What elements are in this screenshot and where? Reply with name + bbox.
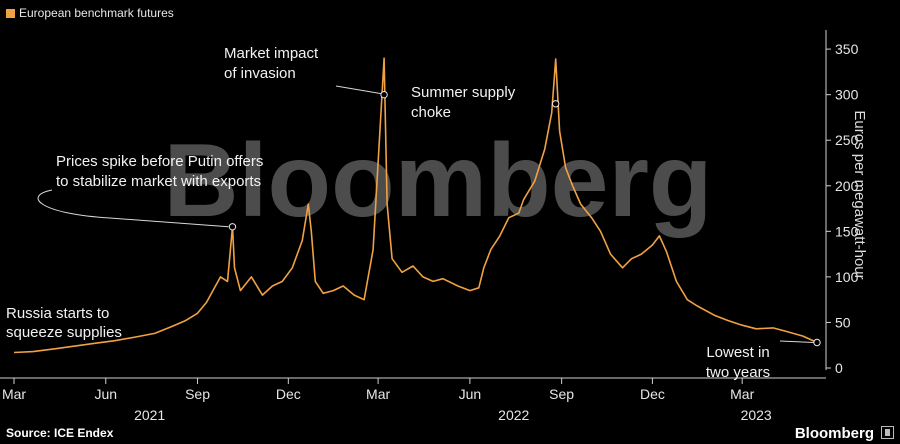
- annotation-lowest-text: Lowest in: [706, 344, 769, 361]
- annotation-invasion-text: of invasion: [224, 65, 296, 82]
- x-tick-label: Sep: [549, 386, 574, 402]
- annotation-summer-text: choke: [411, 104, 451, 121]
- y-tick-label: 250: [835, 132, 859, 148]
- x-tick-label: Dec: [276, 386, 301, 402]
- annotation-lowest-marker: [813, 338, 821, 347]
- annotation-invasion-text: Market impact: [224, 45, 319, 62]
- x-year-label: 2021: [134, 407, 165, 423]
- price-series-line: [13, 57, 818, 354]
- y-tick-label: 50: [835, 314, 851, 330]
- legend-label: European benchmark futures: [19, 6, 174, 20]
- legend: European benchmark futures: [6, 6, 174, 20]
- brand-logo: Bloomberg: [794, 425, 874, 442]
- y-tick-label: 150: [835, 223, 859, 239]
- annotation-putin-leader: [37, 189, 229, 228]
- annotation-summer-text: Summer supply: [411, 84, 516, 101]
- x-tick-label: Mar: [366, 386, 390, 402]
- y-tick-label: 0: [835, 360, 843, 376]
- terminal-icon: [881, 426, 894, 439]
- y-tick-label: 200: [835, 178, 859, 194]
- annotation-putin-marker: [228, 223, 237, 231]
- watermark-text: Bloomberg: [164, 123, 713, 239]
- x-tick-label: Jun: [459, 386, 482, 402]
- source-note: Source: ICE Endex: [6, 426, 114, 440]
- x-year-label: 2022: [498, 407, 529, 423]
- annotation-russia-text: squeeze supplies: [6, 324, 122, 341]
- legend-swatch: [6, 8, 15, 18]
- x-year-label: 2023: [741, 407, 772, 423]
- x-tick-label: Jun: [94, 386, 117, 402]
- annotation-russia-text: Russia starts to: [6, 305, 109, 322]
- x-tick-label: Mar: [730, 386, 754, 402]
- y-tick-label: 300: [835, 87, 859, 103]
- y-tick-label: 350: [835, 41, 859, 57]
- annotation-invasion-marker: [380, 90, 388, 99]
- x-tick-label: Dec: [640, 386, 665, 402]
- y-tick-label: 100: [835, 269, 859, 285]
- x-tick-label: Sep: [185, 386, 210, 402]
- x-tick-label: Mar: [2, 386, 26, 402]
- annotation-summer-marker: [551, 100, 560, 108]
- annotation-lowest-text: two years: [706, 364, 770, 381]
- annotation-lowest-leader: [779, 340, 815, 343]
- y-axis-title: Euros per megawatt-hour: [851, 110, 868, 280]
- annotation-putin-text: Prices spike before Putin offers: [56, 153, 263, 170]
- annotation-putin-text: to stabilize market with exports: [56, 173, 261, 190]
- annotation-invasion-leader: [335, 85, 382, 95]
